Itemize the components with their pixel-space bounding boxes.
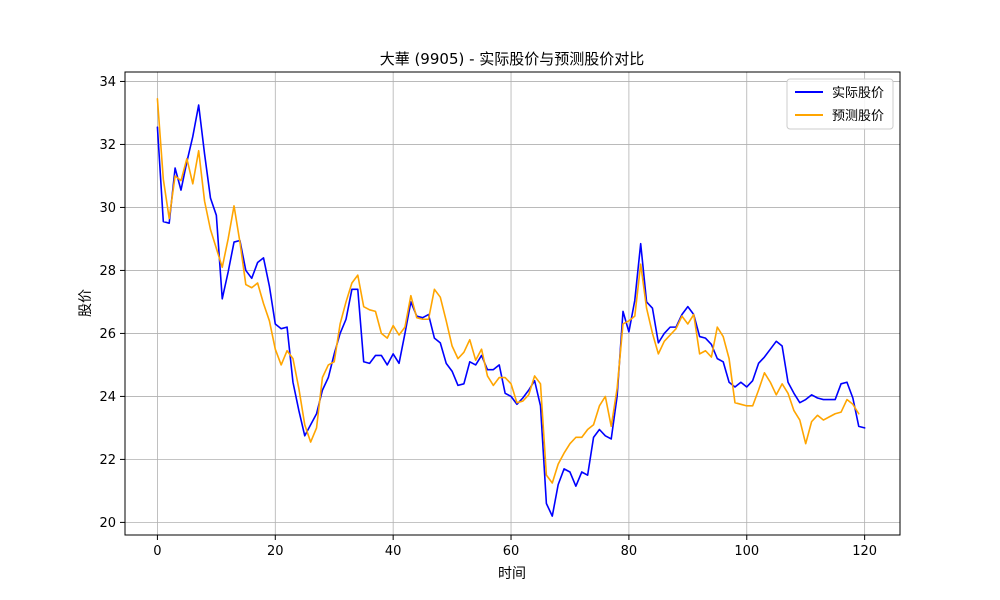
y-tick-label: 24 [99,390,116,405]
y-tick-label: 32 [99,138,116,153]
chart-title: 大華 (9905) - 实际股价与预测股价对比 [380,50,645,68]
axis-ticks: 0 20 40 60 80 100 120 20 22 24 26 28 30 32 34 [99,75,877,559]
legend-label-predicted: 预测股价 [832,109,884,124]
x-tick-label: 60 [503,544,520,559]
x-tick-label: 40 [385,544,402,559]
x-tick-label: 80 [621,544,638,559]
legend-label-actual: 实际股价 [832,86,884,101]
y-tick-label: 22 [99,453,116,468]
y-tick-label: 34 [99,75,116,90]
legend: 实际股价 预测股价 [786,78,894,130]
series-lines [156,97,866,517]
x-tick-label: 0 [153,544,161,559]
y-tick-label: 28 [99,264,116,279]
x-axis-label: 时间 [498,566,526,582]
x-tick-label: 20 [267,544,284,559]
x-tick-label: 100 [734,544,759,559]
series-line-actual [156,104,866,517]
x-tick-label: 120 [852,544,877,559]
plot-frame [124,71,901,536]
y-tick-label: 26 [99,327,116,342]
y-axis-label: 股价 [78,289,94,317]
y-tick-label: 20 [99,516,116,531]
grid-lines [125,72,900,535]
y-tick-label: 30 [99,201,116,216]
series-line-predicted [156,97,860,484]
